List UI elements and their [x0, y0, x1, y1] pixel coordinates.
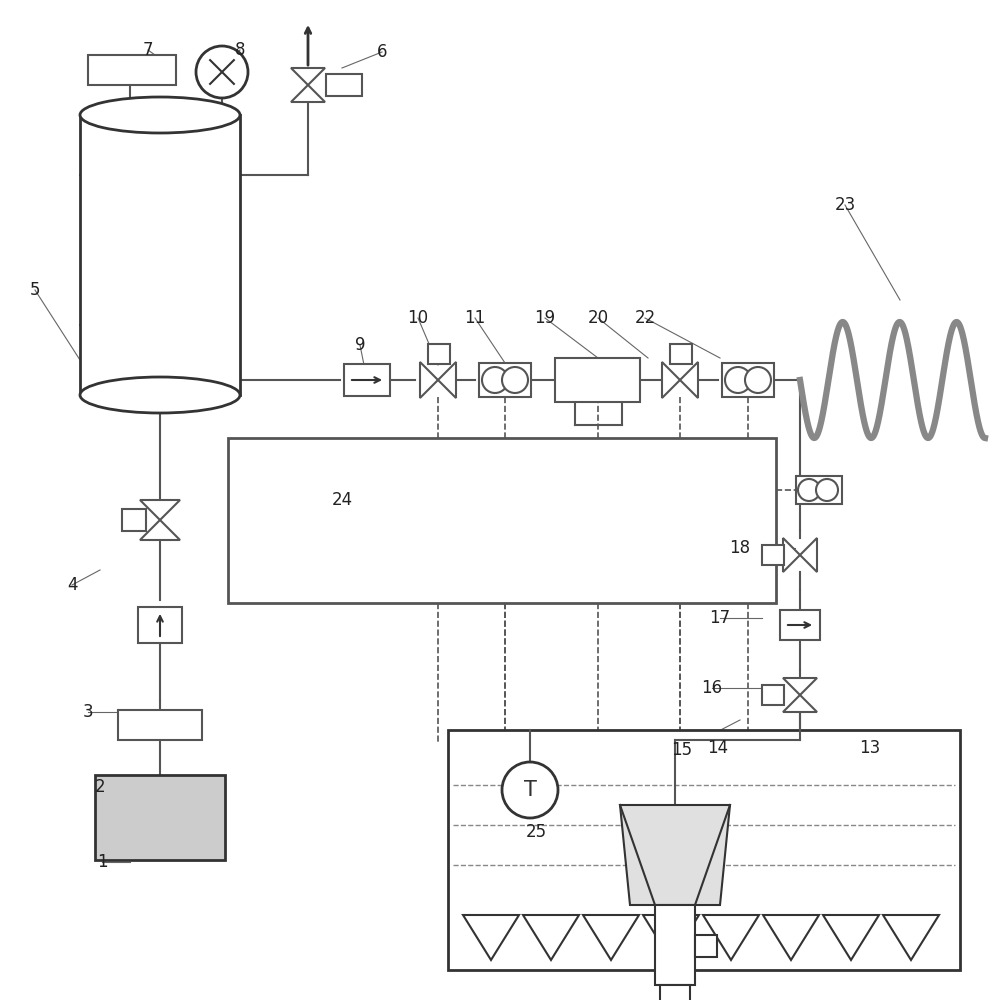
Polygon shape — [523, 915, 579, 960]
Polygon shape — [783, 695, 817, 712]
Polygon shape — [620, 805, 730, 905]
Polygon shape — [883, 915, 939, 960]
Bar — [228, 438, 776, 603]
Polygon shape — [662, 362, 680, 398]
Bar — [670, 344, 692, 364]
Text: 11: 11 — [465, 309, 486, 327]
Bar — [122, 509, 146, 531]
Circle shape — [502, 762, 558, 818]
Bar — [88, 55, 176, 85]
Circle shape — [816, 479, 838, 501]
Text: 20: 20 — [587, 309, 608, 327]
Bar — [138, 607, 182, 643]
Text: 4: 4 — [67, 576, 77, 594]
Text: 1: 1 — [97, 853, 107, 871]
Bar — [780, 610, 820, 640]
Text: 7: 7 — [143, 41, 153, 59]
Text: 18: 18 — [729, 539, 750, 557]
Bar — [762, 545, 784, 565]
Text: 3: 3 — [83, 703, 93, 721]
Text: 8: 8 — [235, 41, 245, 59]
Polygon shape — [823, 915, 879, 960]
Bar — [326, 74, 362, 96]
Bar — [479, 363, 531, 397]
Text: 15: 15 — [671, 741, 692, 759]
Polygon shape — [140, 520, 180, 540]
Text: 25: 25 — [525, 823, 546, 841]
Bar — [118, 710, 202, 740]
Circle shape — [745, 367, 771, 393]
Text: 13: 13 — [859, 739, 881, 757]
Polygon shape — [420, 362, 438, 398]
Bar — [796, 476, 842, 504]
Polygon shape — [291, 68, 325, 85]
Text: 22: 22 — [634, 309, 655, 327]
Bar — [695, 935, 717, 957]
Text: 24: 24 — [332, 491, 353, 509]
Bar — [448, 730, 960, 970]
Polygon shape — [438, 362, 456, 398]
Circle shape — [482, 367, 508, 393]
Text: 17: 17 — [709, 609, 730, 627]
Text: T: T — [523, 780, 536, 800]
Bar — [660, 985, 690, 1000]
Text: 9: 9 — [355, 336, 366, 354]
Text: 19: 19 — [534, 309, 555, 327]
Polygon shape — [291, 85, 325, 102]
Circle shape — [798, 479, 820, 501]
Polygon shape — [583, 915, 639, 960]
Polygon shape — [763, 915, 819, 960]
Bar — [762, 685, 784, 705]
Bar — [80, 115, 240, 395]
Bar — [95, 775, 225, 860]
Text: 23: 23 — [834, 196, 855, 214]
Text: 10: 10 — [408, 309, 429, 327]
Polygon shape — [703, 915, 759, 960]
Bar — [428, 344, 450, 364]
Polygon shape — [643, 915, 699, 960]
Polygon shape — [783, 678, 817, 695]
Polygon shape — [783, 538, 800, 572]
Circle shape — [502, 367, 528, 393]
Text: 14: 14 — [707, 739, 728, 757]
Circle shape — [725, 367, 751, 393]
Polygon shape — [680, 362, 698, 398]
Polygon shape — [800, 538, 817, 572]
Bar — [722, 363, 774, 397]
Bar — [655, 905, 695, 985]
Text: 6: 6 — [377, 43, 388, 61]
Text: 2: 2 — [95, 778, 105, 796]
Text: 5: 5 — [30, 281, 40, 299]
Ellipse shape — [80, 97, 240, 133]
Bar — [344, 364, 390, 396]
Circle shape — [196, 46, 248, 98]
Bar — [555, 358, 640, 402]
Polygon shape — [463, 915, 519, 960]
Text: 16: 16 — [701, 679, 722, 697]
Polygon shape — [140, 500, 180, 520]
Ellipse shape — [80, 377, 240, 413]
